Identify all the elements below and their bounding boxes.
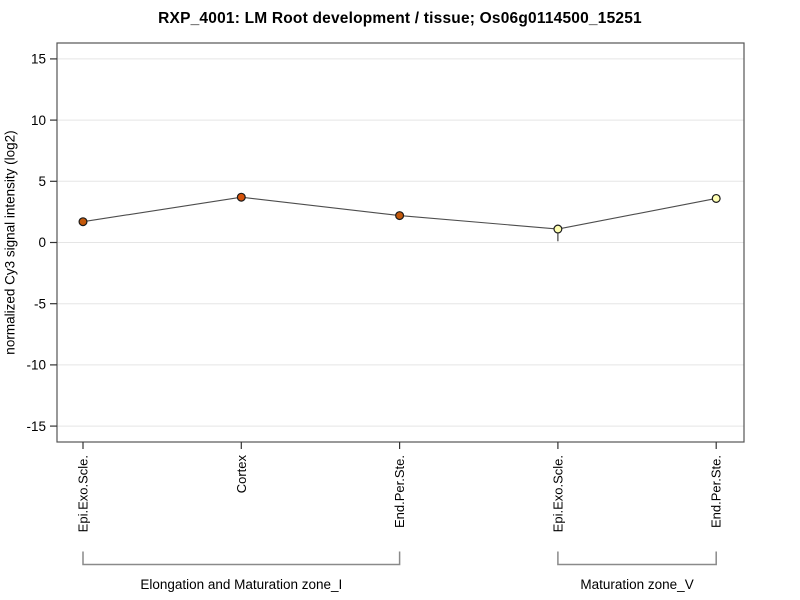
y-tick-label: 15 — [31, 52, 46, 67]
group-bracket — [82, 551, 401, 566]
group-label: Maturation zone_V — [580, 577, 693, 592]
x-tick-label: End.Per.Ste. — [392, 455, 407, 528]
x-tick-label: Epi.Exo.Scle. — [76, 455, 91, 532]
group-label: Elongation and Maturation zone_I — [140, 577, 342, 592]
y-tick-label: -15 — [26, 419, 46, 434]
y-tick-label: 10 — [31, 113, 46, 128]
group-bracket — [557, 551, 717, 566]
y-tick-label: 5 — [38, 174, 46, 189]
data-point — [711, 193, 721, 203]
data-point — [553, 224, 563, 234]
data-point — [395, 211, 405, 221]
y-tick-label: -5 — [34, 296, 46, 311]
x-tick-label: Epi.Exo.Scle. — [550, 455, 565, 532]
y-tick-label: 0 — [38, 235, 46, 250]
x-tick-label: Cortex — [234, 455, 249, 494]
x-tick-label: End.Per.Ste. — [709, 455, 724, 528]
data-point — [236, 192, 246, 202]
data-point — [78, 217, 88, 227]
y-tick-label: -10 — [26, 358, 46, 373]
chart-title: RXP_4001: LM Root development / tissue; … — [158, 10, 642, 27]
